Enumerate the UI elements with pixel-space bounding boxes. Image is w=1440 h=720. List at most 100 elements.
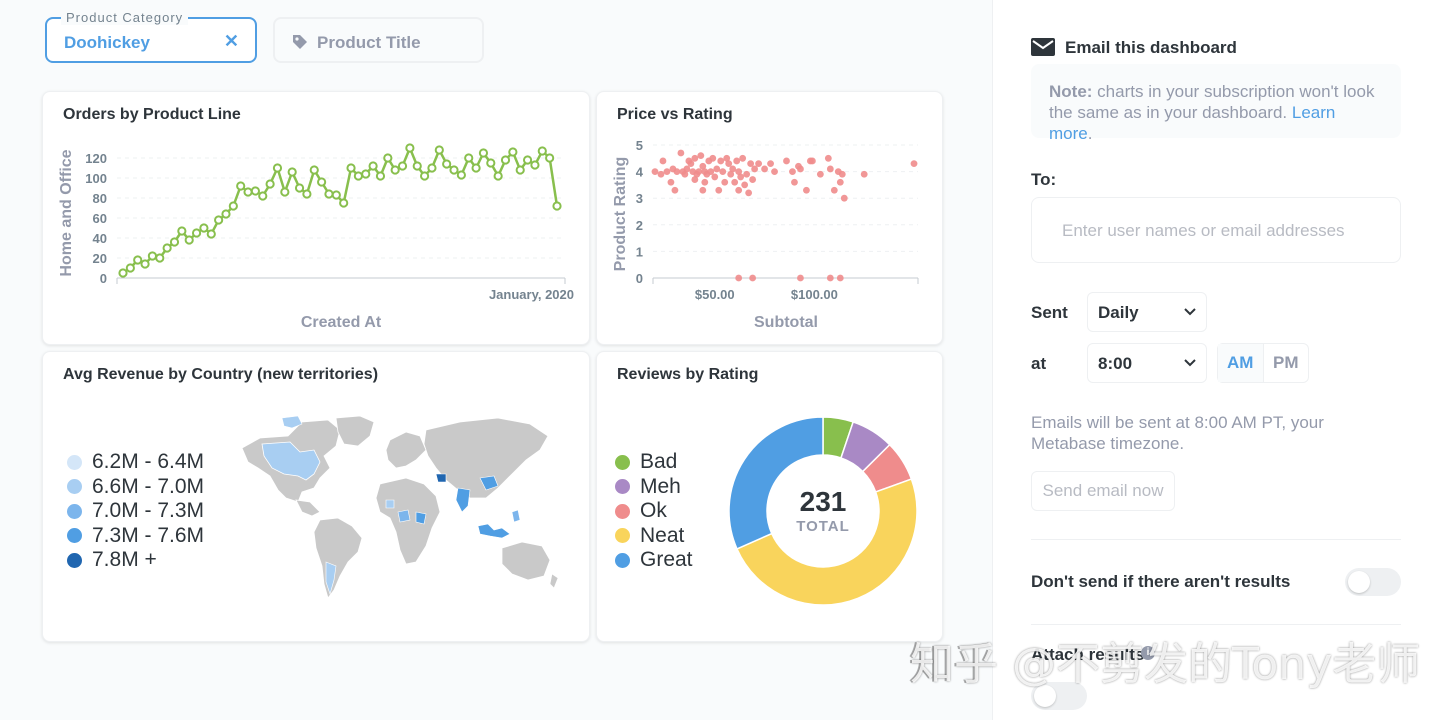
orders-data-point bbox=[353, 171, 363, 181]
sent-label: Sent bbox=[1031, 303, 1068, 322]
hour-select[interactable]: 8:00 bbox=[1087, 343, 1207, 383]
reviews-legend-item[interactable]: Ok bbox=[615, 499, 667, 523]
revenue-legend-item[interactable]: 7.3M - 7.6M bbox=[67, 524, 204, 548]
map-africa bbox=[375, 477, 441, 565]
orders-data-point bbox=[339, 198, 349, 208]
hour-select-value: 8:00 bbox=[1098, 354, 1133, 373]
y-tick-label: 80 bbox=[93, 191, 107, 206]
orders-data-point bbox=[280, 187, 290, 197]
orders-data-point bbox=[309, 165, 319, 175]
product-category-filter-label: Product Category bbox=[61, 10, 189, 25]
revenue-legend-item[interactable]: 7.8M + bbox=[67, 548, 157, 572]
pm-button[interactable]: PM bbox=[1273, 353, 1299, 372]
price-data-point bbox=[789, 168, 796, 175]
price-data-point bbox=[711, 173, 719, 181]
orders-card-title: Orders by Product Line bbox=[63, 106, 241, 123]
price-data-point bbox=[826, 274, 834, 282]
price-data-point bbox=[721, 178, 729, 186]
chevron-down-icon bbox=[1184, 308, 1196, 316]
orders-data-point bbox=[405, 143, 415, 153]
revenue-legend-item[interactable]: 7.0M - 7.3M bbox=[67, 499, 204, 523]
y-tick-label: 2 bbox=[636, 218, 643, 233]
legend-dot-icon bbox=[615, 454, 630, 470]
price-data-point bbox=[860, 170, 868, 178]
price-data-point bbox=[683, 165, 691, 173]
revenue-legend-item[interactable]: 6.2M - 6.4M bbox=[67, 450, 204, 474]
orders-data-point bbox=[191, 228, 202, 238]
clear-filter-icon[interactable]: ✕ bbox=[223, 31, 239, 51]
x-tick-label: January, 2020 bbox=[489, 287, 574, 302]
product-category-filter[interactable]: Product Category Doohickey ✕ bbox=[45, 10, 257, 63]
price-data-point bbox=[687, 160, 695, 168]
am-pm-toggle: AM PM bbox=[1217, 343, 1309, 383]
price-data-point bbox=[713, 165, 721, 173]
map-south-america bbox=[313, 517, 363, 599]
legend-label: 6.6M - 7.0M bbox=[92, 474, 205, 498]
orders-data-point bbox=[258, 191, 268, 201]
price-data-point bbox=[824, 154, 832, 162]
orders-data-point bbox=[125, 263, 135, 273]
price-data-point bbox=[743, 170, 751, 178]
recipients-input[interactable]: Enter user names or email addresses bbox=[1031, 197, 1401, 263]
donut-slice-great bbox=[728, 416, 824, 550]
y-tick-label: 5 bbox=[636, 138, 643, 153]
legend-dot-icon bbox=[67, 552, 82, 568]
price-data-point bbox=[797, 165, 804, 173]
revenue-legend-item[interactable]: 6.6M - 7.0M bbox=[67, 475, 204, 499]
legend-dot-icon bbox=[615, 503, 630, 519]
price-data-point bbox=[910, 160, 918, 168]
legend-label: 7.3M - 7.6M bbox=[92, 523, 205, 547]
price-data-point bbox=[803, 186, 810, 194]
orders-data-point bbox=[537, 146, 547, 156]
product-title-filter[interactable]: Product Title bbox=[273, 17, 484, 63]
price-card[interactable]: Price vs Rating 0 1 2 3 4 5 $50.00 $100.00 Subto… bbox=[596, 91, 943, 345]
legend-dot-icon bbox=[67, 479, 82, 494]
price-data-point bbox=[671, 186, 679, 194]
reviews-legend-item[interactable]: Neat bbox=[615, 524, 684, 548]
legend-dot-icon bbox=[67, 503, 82, 519]
reviews-legend-item[interactable]: Bad bbox=[615, 450, 677, 474]
revenue-card[interactable]: Avg Revenue by Country (new territories)… bbox=[42, 351, 590, 642]
frequency-select[interactable]: Daily bbox=[1087, 292, 1207, 332]
orders-data-point bbox=[500, 155, 511, 165]
price-data-point bbox=[751, 165, 759, 173]
attach-results-toggle[interactable] bbox=[1031, 682, 1087, 710]
legend-dot-icon bbox=[67, 528, 82, 543]
orders-data-point bbox=[214, 215, 224, 225]
price-data-point bbox=[659, 157, 667, 165]
orders-data-point bbox=[368, 161, 378, 171]
price-data-point bbox=[707, 168, 715, 175]
tag-icon bbox=[293, 35, 307, 49]
info-icon[interactable]: i bbox=[1141, 646, 1155, 660]
orders-line-chart: 0 20 40 60 80 100 120 January, 2020 Created At Ho… bbox=[58, 143, 574, 331]
orders-data-point bbox=[162, 243, 172, 253]
price-data-point bbox=[735, 274, 743, 282]
price-data-point bbox=[681, 170, 689, 178]
send-email-now-button[interactable]: Send email now bbox=[1031, 471, 1175, 511]
reviews-legend-item[interactable]: Great bbox=[615, 548, 693, 572]
learn-more-link[interactable]: Learn more bbox=[1049, 103, 1336, 143]
map-asia bbox=[423, 417, 549, 499]
orders-data-point bbox=[140, 259, 150, 269]
product-category-filter-value[interactable]: Doohickey bbox=[64, 33, 150, 52]
price-data-point bbox=[745, 189, 753, 197]
x-tick-label: $50.00 bbox=[695, 287, 735, 302]
price-data-point bbox=[651, 168, 659, 175]
orders-data-point bbox=[265, 179, 275, 189]
attach-results-label: Attach results bbox=[1031, 645, 1145, 664]
orders-data-point bbox=[471, 163, 481, 173]
orders-data-point bbox=[383, 153, 393, 163]
orders-data-point bbox=[324, 189, 334, 199]
y-axis-title: Product Rating bbox=[612, 157, 629, 272]
reviews-card[interactable]: Reviews by Rating Bad Meh Ok Neat Great 231 … bbox=[596, 351, 943, 642]
price-data-point bbox=[761, 165, 768, 173]
reviews-legend-item[interactable]: Meh bbox=[615, 475, 681, 499]
orders-card[interactable]: Orders by Product Line 0 20 40 60 80 100 120 Ja… bbox=[42, 91, 590, 345]
orders-data-point bbox=[236, 181, 246, 191]
dont-send-toggle[interactable] bbox=[1345, 568, 1401, 596]
legend-label: 6.2M - 6.4M bbox=[92, 450, 205, 473]
legend-label: Great bbox=[640, 548, 693, 571]
watermark-text: 知乎 @不剪发的Tony老师 bbox=[910, 639, 1421, 690]
am-button[interactable]: AM bbox=[1218, 344, 1264, 382]
map-europe bbox=[385, 431, 427, 469]
